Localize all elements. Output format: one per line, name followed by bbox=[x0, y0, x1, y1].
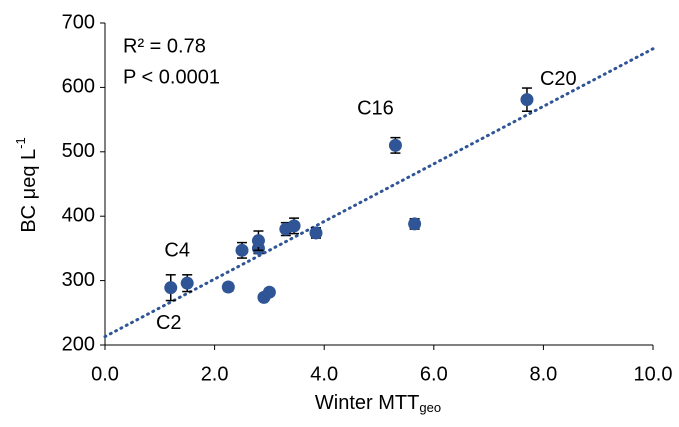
point bbox=[287, 219, 301, 233]
point bbox=[235, 243, 249, 257]
point-label: C20 bbox=[540, 68, 577, 90]
y-tick-label: 300 bbox=[62, 269, 95, 291]
x-tick-label: 2.0 bbox=[201, 363, 229, 385]
x-label-text: Winter MTT bbox=[315, 392, 419, 414]
point bbox=[309, 226, 323, 240]
y-tick-label: 700 bbox=[62, 11, 95, 33]
annotation: R² = 0.78 bbox=[123, 35, 206, 57]
y-axis-label: BC μeq L-1 bbox=[13, 137, 40, 232]
point bbox=[164, 281, 178, 295]
y-tick-label: 400 bbox=[62, 204, 95, 226]
point bbox=[388, 138, 402, 152]
point bbox=[520, 93, 534, 107]
x-tick-label: 6.0 bbox=[420, 363, 448, 385]
y-tick-label: 500 bbox=[62, 140, 95, 162]
y-label-sup: -1 bbox=[13, 137, 28, 149]
x-tick-label: 4.0 bbox=[310, 363, 338, 385]
point bbox=[180, 276, 194, 290]
trendline bbox=[103, 47, 655, 339]
x-tick-label: 10.0 bbox=[634, 363, 673, 385]
point-label: C4 bbox=[164, 239, 190, 261]
point bbox=[262, 285, 276, 299]
point-label: C2 bbox=[156, 312, 182, 334]
y-tick-label: 200 bbox=[62, 333, 95, 355]
point bbox=[221, 280, 235, 294]
point bbox=[408, 217, 422, 231]
y-label-text: BC μeq L bbox=[18, 149, 40, 233]
point-label: C16 bbox=[357, 98, 394, 120]
point bbox=[251, 234, 265, 248]
y-tick-label: 600 bbox=[62, 76, 95, 98]
x-tick-label: 0.0 bbox=[91, 363, 119, 385]
annotation: P < 0.0001 bbox=[123, 66, 220, 88]
x-label-sub: geo bbox=[419, 400, 441, 415]
x-axis-label: Winter MTTgeo bbox=[315, 392, 441, 415]
x-tick-label: 8.0 bbox=[529, 363, 557, 385]
